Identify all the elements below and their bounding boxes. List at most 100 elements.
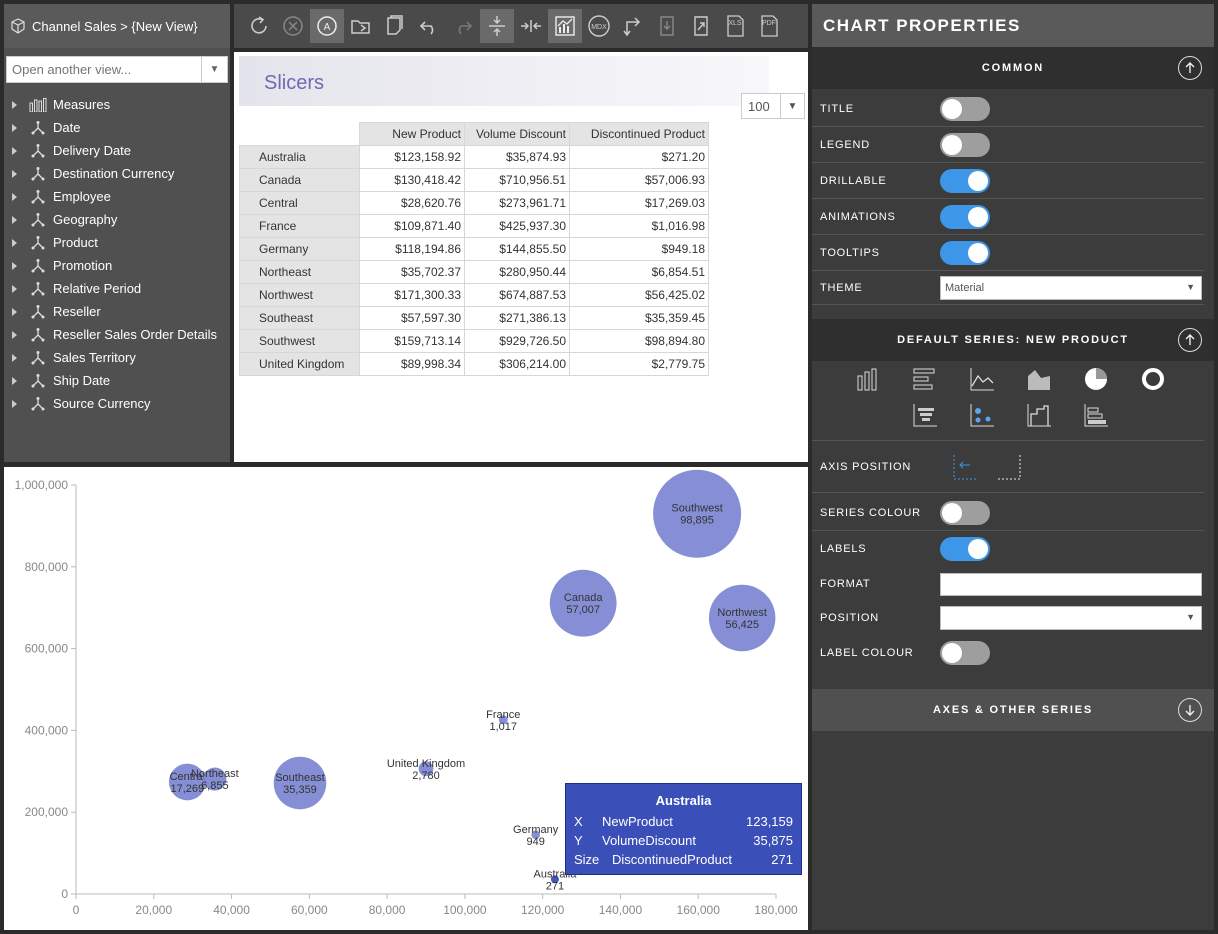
label-colour-toggle[interactable] — [940, 641, 990, 665]
collapse-columns-button[interactable] — [514, 9, 548, 43]
save-button[interactable] — [378, 9, 412, 43]
format-input[interactable] — [940, 572, 1202, 596]
table-cell[interactable]: $271.20 — [569, 145, 709, 169]
axis-left-icon[interactable] — [950, 453, 978, 481]
doughnut-chart-type-button[interactable] — [1139, 365, 1167, 393]
page-size-select[interactable]: 100 ▼ — [741, 93, 805, 119]
dimension-item[interactable]: Geography — [4, 208, 230, 231]
collapse-up-icon[interactable] — [1178, 56, 1202, 80]
bubble-point[interactable] — [550, 875, 559, 884]
expand-arrow-icon[interactable] — [12, 146, 17, 155]
chevron-down-icon[interactable]: ▼ — [1186, 281, 1195, 292]
chevron-down-icon[interactable]: ▼ — [1186, 612, 1195, 622]
bubble-point[interactable] — [531, 830, 540, 840]
bubble-point[interactable] — [498, 715, 508, 725]
bubble-point[interactable] — [168, 763, 206, 801]
row-header[interactable]: United Kingdom — [239, 352, 360, 376]
view-search-input[interactable] — [7, 57, 203, 82]
table-cell[interactable]: $271,386.13 — [464, 306, 570, 330]
dimension-item[interactable]: Product — [4, 231, 230, 254]
row-header[interactable]: Southeast — [239, 306, 360, 330]
table-cell[interactable]: $28,620.76 — [359, 191, 465, 215]
series-colour-toggle[interactable] — [940, 500, 990, 525]
collapse-rows-button[interactable] — [480, 9, 514, 43]
common-section-header[interactable]: COMMON — [812, 47, 1214, 89]
dimension-item[interactable]: Measures — [4, 93, 230, 116]
table-cell[interactable]: $35,874.93 — [464, 145, 570, 169]
table-cell[interactable]: $98,894.80 — [569, 329, 709, 353]
expand-arrow-icon[interactable] — [12, 330, 17, 339]
row-header[interactable]: France — [239, 214, 360, 238]
table-cell[interactable]: $17,269.03 — [569, 191, 709, 215]
property-toggle[interactable] — [940, 168, 990, 193]
column-chart-type-button[interactable] — [854, 365, 882, 393]
axis-right-icon[interactable] — [996, 453, 1024, 481]
slicers-area[interactable]: Slicers — [239, 56, 769, 106]
table-cell[interactable]: $35,702.37 — [359, 260, 465, 284]
chart-toggle-button[interactable] — [548, 9, 582, 43]
bar-chart-type-button[interactable] — [911, 365, 939, 393]
chevron-down-icon[interactable]: ▼ — [201, 57, 227, 82]
table-cell[interactable]: $35,359.45 — [569, 306, 709, 330]
cancel-button[interactable] — [276, 9, 310, 43]
dimension-item[interactable]: Delivery Date — [4, 139, 230, 162]
table-cell[interactable]: $710,956.51 — [464, 168, 570, 192]
expand-arrow-icon[interactable] — [12, 307, 17, 316]
table-cell[interactable]: $6,854.51 — [569, 260, 709, 284]
property-toggle[interactable] — [940, 204, 990, 229]
gantt-chart-type-button[interactable] — [1082, 401, 1110, 429]
bubble-point[interactable] — [549, 569, 617, 637]
refresh-button[interactable] — [242, 9, 276, 43]
table-cell[interactable]: $57,006.93 — [569, 168, 709, 192]
axes-section-header[interactable]: AXES & OTHER SERIES — [812, 689, 1214, 731]
funnel-chart-type-button[interactable] — [911, 401, 939, 429]
table-cell[interactable]: $280,950.44 — [464, 260, 570, 284]
column-header[interactable]: New Product — [359, 122, 465, 146]
labels-toggle[interactable] — [940, 537, 990, 561]
breadcrumb-text[interactable]: Channel Sales > {New View} — [32, 18, 198, 34]
dimension-item[interactable]: Employee — [4, 185, 230, 208]
property-toggle[interactable] — [940, 240, 990, 265]
column-header[interactable]: Discontinued Product — [569, 122, 709, 146]
pivot-button[interactable] — [616, 9, 650, 43]
table-cell[interactable]: $159,713.14 — [359, 329, 465, 353]
table-cell[interactable]: $949.18 — [569, 237, 709, 261]
table-cell[interactable]: $130,418.42 — [359, 168, 465, 192]
redo-button[interactable] — [446, 9, 480, 43]
row-header[interactable]: Central — [239, 191, 360, 215]
dimension-item[interactable]: Destination Currency — [4, 162, 230, 185]
dimension-item[interactable]: Sales Territory — [4, 346, 230, 369]
table-cell[interactable]: $306,214.00 — [464, 352, 570, 376]
export-button[interactable] — [650, 9, 684, 43]
collapse-up-icon[interactable] — [1178, 328, 1202, 352]
mdx-button[interactable]: MDX — [582, 9, 616, 43]
dimension-item[interactable]: Reseller — [4, 300, 230, 323]
expand-arrow-icon[interactable] — [12, 192, 17, 201]
series-section-header[interactable]: DEFAULT SERIES: NEW PRODUCT — [812, 319, 1214, 361]
bubble-chart-type-button[interactable] — [968, 401, 996, 429]
pie-chart-type-button[interactable] — [1082, 365, 1110, 393]
bubble-point[interactable] — [418, 761, 434, 777]
expand-arrow-icon[interactable] — [12, 376, 17, 385]
export-pdf-button[interactable]: PDF — [752, 9, 786, 43]
table-cell[interactable]: $171,300.33 — [359, 283, 465, 307]
expand-arrow-icon[interactable] — [12, 100, 17, 109]
step-chart-type-button[interactable] — [1025, 401, 1053, 429]
bubble-point[interactable] — [273, 756, 327, 810]
dimension-item[interactable]: Reseller Sales Order Details — [4, 323, 230, 346]
expand-arrow-icon[interactable] — [12, 284, 17, 293]
dimension-item[interactable]: Relative Period — [4, 277, 230, 300]
table-cell[interactable]: $56,425.02 — [569, 283, 709, 307]
expand-down-icon[interactable] — [1178, 698, 1202, 722]
table-cell[interactable]: $57,597.30 — [359, 306, 465, 330]
table-cell[interactable]: $425,937.30 — [464, 214, 570, 238]
column-header[interactable]: Volume Discount — [464, 122, 570, 146]
position-select[interactable]: ▼ — [940, 606, 1202, 630]
expand-arrow-icon[interactable] — [12, 123, 17, 132]
expand-arrow-icon[interactable] — [12, 169, 17, 178]
bubble-point[interactable] — [203, 767, 227, 791]
open-folder-button[interactable] — [344, 9, 378, 43]
auto-button[interactable]: A — [310, 9, 344, 43]
chevron-down-icon[interactable]: ▼ — [780, 94, 804, 118]
dimension-item[interactable]: Promotion — [4, 254, 230, 277]
